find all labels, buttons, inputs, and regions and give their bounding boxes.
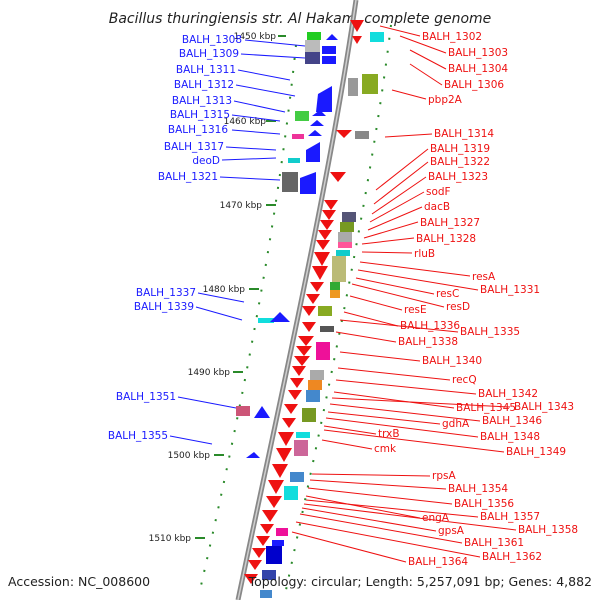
tick-label: 1450 kbp <box>234 32 277 42</box>
forward-genes <box>246 34 338 458</box>
gene-label: sodF <box>426 186 451 198</box>
gene-label: BALH_1313 <box>172 95 232 107</box>
gene-label: resE <box>404 304 427 316</box>
gene-label: BALH_1336 <box>400 320 460 332</box>
tick-label: 1500 kbp <box>168 451 211 461</box>
gene-label: BALH_1351 <box>116 391 176 403</box>
gene-label: BALH_1337 <box>136 287 196 299</box>
gene-label: BALH_1304 <box>448 63 508 75</box>
gene-label: BALH_1358 <box>518 524 578 536</box>
gene-label: BALH_1340 <box>422 355 482 367</box>
gene-label: BALH_1342 <box>478 388 538 400</box>
gene-label: BALH_1362 <box>482 551 542 563</box>
right-gene-labels: BALH_1302 BALH_1303 BALH_1304 BALH_1306 … <box>374 31 578 568</box>
gene-label: pbp2A <box>428 94 463 106</box>
genome-backbone <box>235 0 359 600</box>
tick-label: 1460 kbp <box>224 117 267 127</box>
gene-label: resA <box>472 271 496 283</box>
tick-label: 1480 kbp <box>203 285 246 295</box>
gene-label: dacB <box>424 201 450 213</box>
left-leaders <box>169 39 306 445</box>
gene-label: gpsA <box>438 525 465 537</box>
gene-label: cmk <box>374 443 397 455</box>
gene-label: BALH_1357 <box>480 511 540 523</box>
gene-label: BALH_1356 <box>454 498 514 510</box>
gene-label: rluB <box>414 248 435 260</box>
gene-label: engA <box>422 512 450 524</box>
left-gene-labels: BALH_1308 BALH_1309 BALH_1311 BALH_1312 … <box>108 34 242 442</box>
feature-blocks <box>236 32 384 598</box>
gene-label: BALH_1323 <box>428 171 488 183</box>
accession-text: Accession: NC_008600 <box>8 574 150 589</box>
gene-label: BALH_1348 <box>480 431 540 443</box>
inner-guide-arc <box>199 44 297 591</box>
gene-label: BALH_1306 <box>444 79 504 91</box>
gene-label: BALH_1355 <box>108 430 168 442</box>
tick-label: 1510 kbp <box>149 534 192 544</box>
tick-label: 1490 kbp <box>188 368 231 378</box>
gene-label: BALH_1343 <box>514 401 574 413</box>
gene-label: gdhA <box>442 418 470 430</box>
gene-label: resD <box>446 301 470 313</box>
gene-label: rpsA <box>432 470 456 482</box>
gene-label: BALH_1311 <box>176 64 236 76</box>
gene-label: BALH_1345 <box>456 402 516 414</box>
gene-label: BALH_1322 <box>430 156 490 168</box>
gene-label: BALH_1302 <box>422 31 482 43</box>
gene-label: trxB <box>378 428 400 440</box>
map-title: Bacillus thuringiensis str. Al Hakam, co… <box>109 11 492 27</box>
gene-label: BALH_1317 <box>164 141 224 153</box>
gene-label: BALH_1319 <box>430 143 490 155</box>
gene-label: BALH_1328 <box>416 233 476 245</box>
gene-label: BALH_1349 <box>506 446 566 458</box>
gene-label: BALH_1338 <box>398 336 458 348</box>
gene-label: BALH_1327 <box>420 217 480 229</box>
tick-group: 1450 kbp 1460 kbp 1470 kbp 1480 kbp 1490… <box>149 32 286 544</box>
gene-label: BALH_1321 <box>158 171 218 183</box>
gene-label: BALH_1303 <box>448 47 508 59</box>
gene-label: BALH_1339 <box>134 301 194 313</box>
gene-label: BALH_1354 <box>448 483 508 495</box>
gene-label: BALH_1308 <box>182 34 242 46</box>
gene-label: recQ <box>452 374 477 386</box>
gene-label: BALH_1315 <box>170 109 230 121</box>
genome-summary-text: Topology: circular; Length: 5,257,091 bp… <box>248 574 592 589</box>
gene-label: BALH_1316 <box>168 124 228 136</box>
tick-label: 1470 kbp <box>220 201 263 211</box>
gene-label: BALH_1361 <box>464 537 524 549</box>
gene-label: BALH_1331 <box>480 284 540 296</box>
gene-label: BALH_1312 <box>174 79 234 91</box>
right-leaders <box>291 25 517 563</box>
gene-label: BALH_1309 <box>179 48 239 60</box>
gene-label: resC <box>436 288 459 300</box>
gene-label: BALH_1335 <box>460 326 520 338</box>
gene-label: BALH_1314 <box>434 128 494 140</box>
gene-label: deoD <box>192 155 220 167</box>
gene-label: BALH_1346 <box>482 415 542 427</box>
gene-label: BALH_1364 <box>408 556 468 568</box>
reverse-genes <box>244 20 364 584</box>
